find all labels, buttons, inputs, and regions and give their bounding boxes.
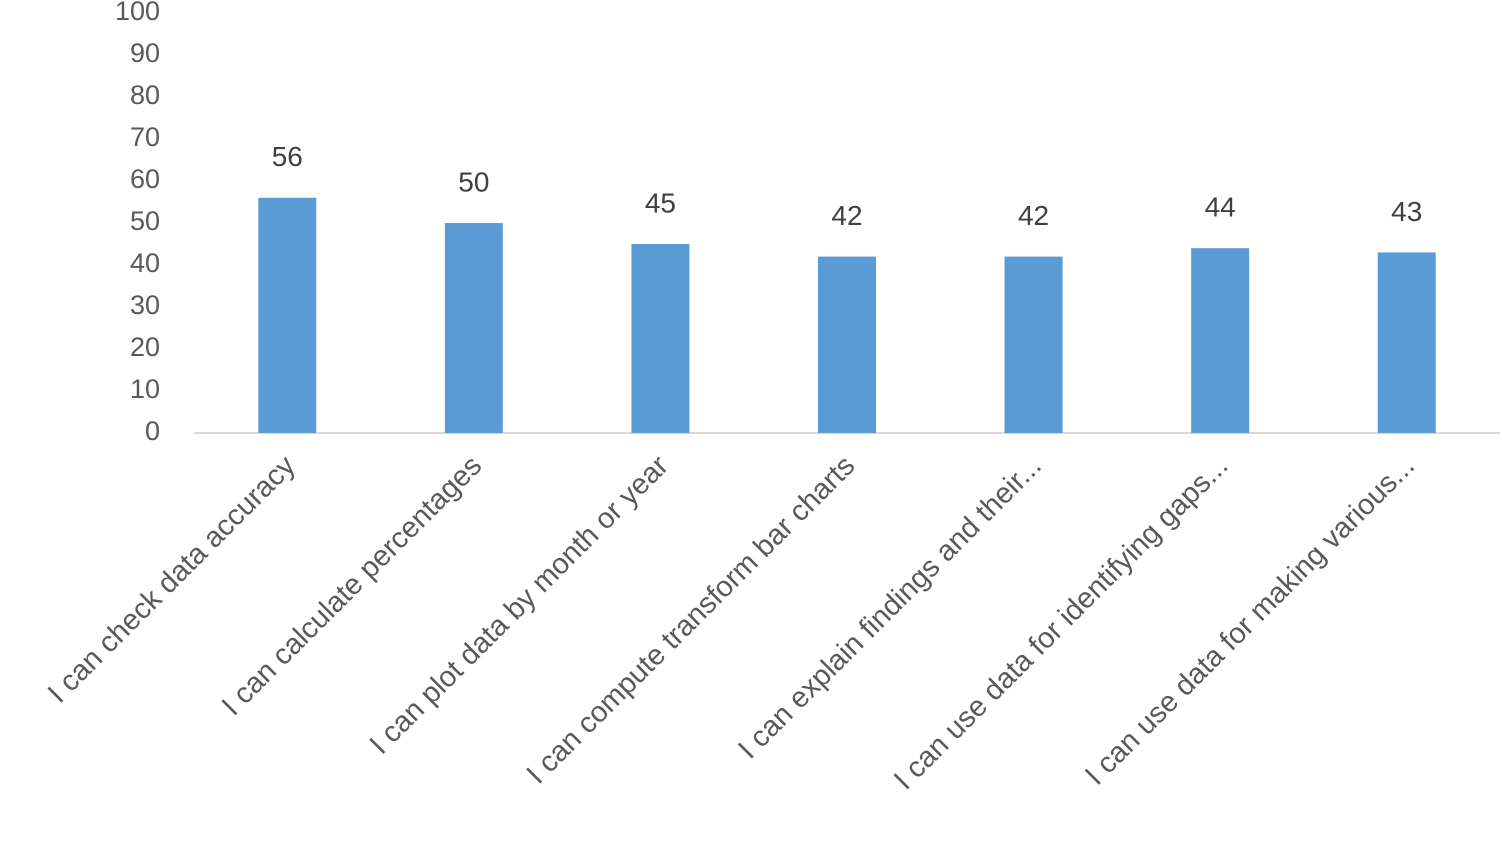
data-label: 44 [1205, 192, 1236, 223]
x-tick-label: I can plot data by month or year [364, 449, 675, 760]
bar [444, 223, 503, 433]
y-tick-label: 100 [115, 0, 160, 26]
data-label: 42 [831, 200, 862, 231]
x-tick-label: I can compute transform bar charts [521, 450, 862, 791]
bar [1004, 256, 1063, 433]
y-tick-label: 0 [145, 416, 160, 446]
bar [1377, 252, 1436, 433]
x-tick-label: I can use data for making various... [1079, 450, 1421, 792]
bar [258, 197, 317, 433]
y-tick-label: 60 [130, 164, 160, 194]
x-tick-label: I can use data for identifying gaps... [888, 450, 1234, 796]
y-tick-label: 20 [130, 332, 160, 362]
data-label: 50 [458, 166, 489, 197]
y-tick-label: 70 [130, 122, 160, 152]
bar [1191, 248, 1250, 433]
data-label: 42 [1018, 200, 1049, 231]
y-tick-label: 10 [130, 374, 160, 404]
y-tick-label: 30 [130, 290, 160, 320]
y-tick-label: 80 [130, 80, 160, 110]
bar [818, 256, 876, 433]
data-label: 56 [272, 141, 303, 172]
bar [631, 244, 690, 433]
y-tick-label: 50 [130, 206, 160, 236]
data-label: 43 [1391, 196, 1422, 227]
y-tick-label: 90 [130, 38, 160, 68]
y-tick-label: 40 [130, 248, 160, 278]
data-label: 45 [645, 187, 676, 218]
x-tick-label: I can explain findings and their... [732, 450, 1048, 766]
